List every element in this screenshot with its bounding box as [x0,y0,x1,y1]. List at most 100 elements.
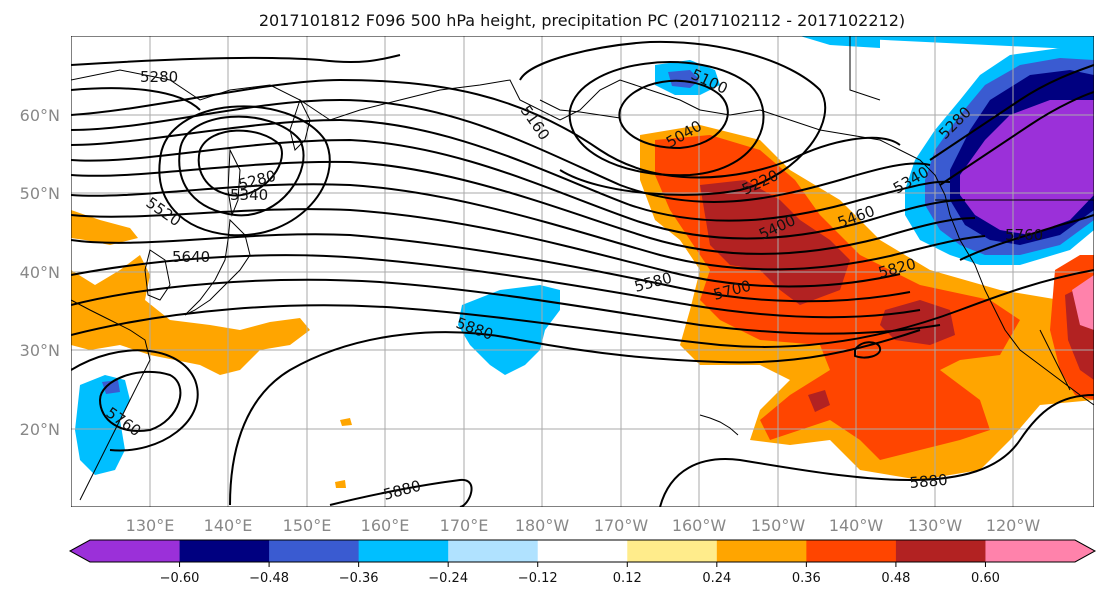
contour-5640 [71,233,911,303]
colorbar-swatch [448,540,539,562]
contour-small-closed [854,341,882,359]
contour-ne-5760 [959,214,1094,261]
contour-ne-5340 [939,91,1094,186]
colorbar-tick-label: −0.24 [428,571,468,586]
canada-border [849,36,881,101]
alaska-coast [699,109,1094,406]
colorbar-swatch [269,540,360,562]
height-contours [71,40,1094,507]
colorbar-tick-label: −0.12 [518,571,558,586]
contour-5880-b [329,478,473,507]
contour-f [71,208,901,288]
contour-low-w-2 [178,115,305,217]
contour-5700 [71,254,921,319]
east-pink-patch [1072,275,1094,330]
lon-label: 150°W [751,516,806,535]
contour-5760-sw [98,370,182,432]
contour-label: 5760 [1005,226,1043,244]
lon-label: 170°E [440,516,489,535]
colorbar-swatch [806,540,897,562]
contour-ne-5280 [929,64,1094,161]
contour-5760-mid [71,278,941,335]
colorbar-swatch [537,540,628,562]
darkred-anomaly-region-2 [880,300,955,345]
darkred-anomaly-region [700,180,850,305]
aleutian-chain [539,99,621,119]
lon-label: 120°W [986,516,1041,535]
asia-coast [71,69,701,121]
lon-label: 140°W [829,516,884,535]
lat-label: 30°N [20,341,60,360]
contour-low-w-1 [197,129,283,197]
baja-coast [1039,329,1071,391]
contour-5760-sw-2 [71,349,199,452]
lon-label: 160°E [361,516,410,535]
lat-label: 40°N [20,263,60,282]
map-area: 5280 5100 5160 5040 5220 5280 5340 5520 … [71,36,1094,507]
nw-orange-patch [71,210,138,245]
lon-label: 150°E [283,516,332,535]
bering-royal-region [668,70,700,88]
contour-label: 5640 [172,248,210,266]
contour-5280-w [71,87,201,111]
hawaii-islands [699,414,739,436]
west-orange-patch [71,255,310,375]
coastlines [71,36,1094,501]
korea-coast [144,249,171,301]
colorbar-swatch [627,540,718,562]
contour-a [71,98,931,203]
china-coast [71,299,151,501]
colorbar-swatch [895,540,986,562]
colorbar-outline [68,539,1097,563]
lat-label: 60°N [20,106,60,125]
contour-5160 [519,40,827,196]
colorbar-tick-label: 0.48 [881,571,910,586]
colorbar-tick-label: 0.12 [613,571,642,586]
contour-5280-top [71,54,401,66]
contour-d [71,160,976,255]
contour-label: 5340 [230,186,268,204]
colorbar-tick-label: 0.36 [792,571,821,586]
contour-b [71,118,951,222]
colorbar: −0.60 −0.48 −0.36 −0.24 −0.12 0.12 0.24 0.36 0.4… [68,539,1097,586]
colorbar-swatch [716,540,807,562]
darkred-anomaly-region-3 [808,390,830,412]
colorbar-tick-label: −0.36 [339,571,379,586]
lon-labels: 130°E 140°E 150°E 160°E 170°E 180°W 170°… [126,516,1041,535]
lon-label: 140°E [204,516,253,535]
contour-bering-low-1 [618,79,729,150]
central-sky-region [458,285,560,375]
contour-bering-low-2 [568,61,765,177]
lon-label: 130°E [126,516,175,535]
contour-5220 [71,78,901,179]
top-sky-strip [800,36,880,48]
kamchatka-coast [289,98,311,151]
contour-5880-a [229,329,921,506]
west-royal-spot [102,380,120,394]
lon-label: 130°W [908,516,963,535]
contour-low-w-3 [158,105,331,237]
contour-5820 [71,269,1094,348]
map-title: 2017101812 F096 500 hPa height, precipit… [259,11,905,30]
colorbar-tick-label: 0.24 [702,571,731,586]
colorbar-swatch [179,540,270,562]
colorbar-tick-label: 0.60 [971,571,1000,586]
lon-label: 180°W [515,516,570,535]
colorbar-swatch [358,540,449,562]
lat-label: 50°N [20,184,60,203]
contour-5880-c [659,394,1094,507]
lat-label: 20°N [20,420,60,439]
lon-label: 160°W [672,516,727,535]
colorbar-swatch [70,540,180,562]
contour-c [71,138,966,240]
small-orange-spot-2 [335,480,346,488]
colorbar-swatch [985,540,1095,562]
contour-label: 5280 [140,68,178,86]
colorbar-tick-label: −0.60 [160,571,200,586]
contour-e [71,183,986,271]
lon-label: 170°W [594,516,649,535]
contour-label: 5880 [909,471,949,492]
precip-shading [71,36,1094,488]
colorbar-tick-label: −0.48 [249,571,289,586]
